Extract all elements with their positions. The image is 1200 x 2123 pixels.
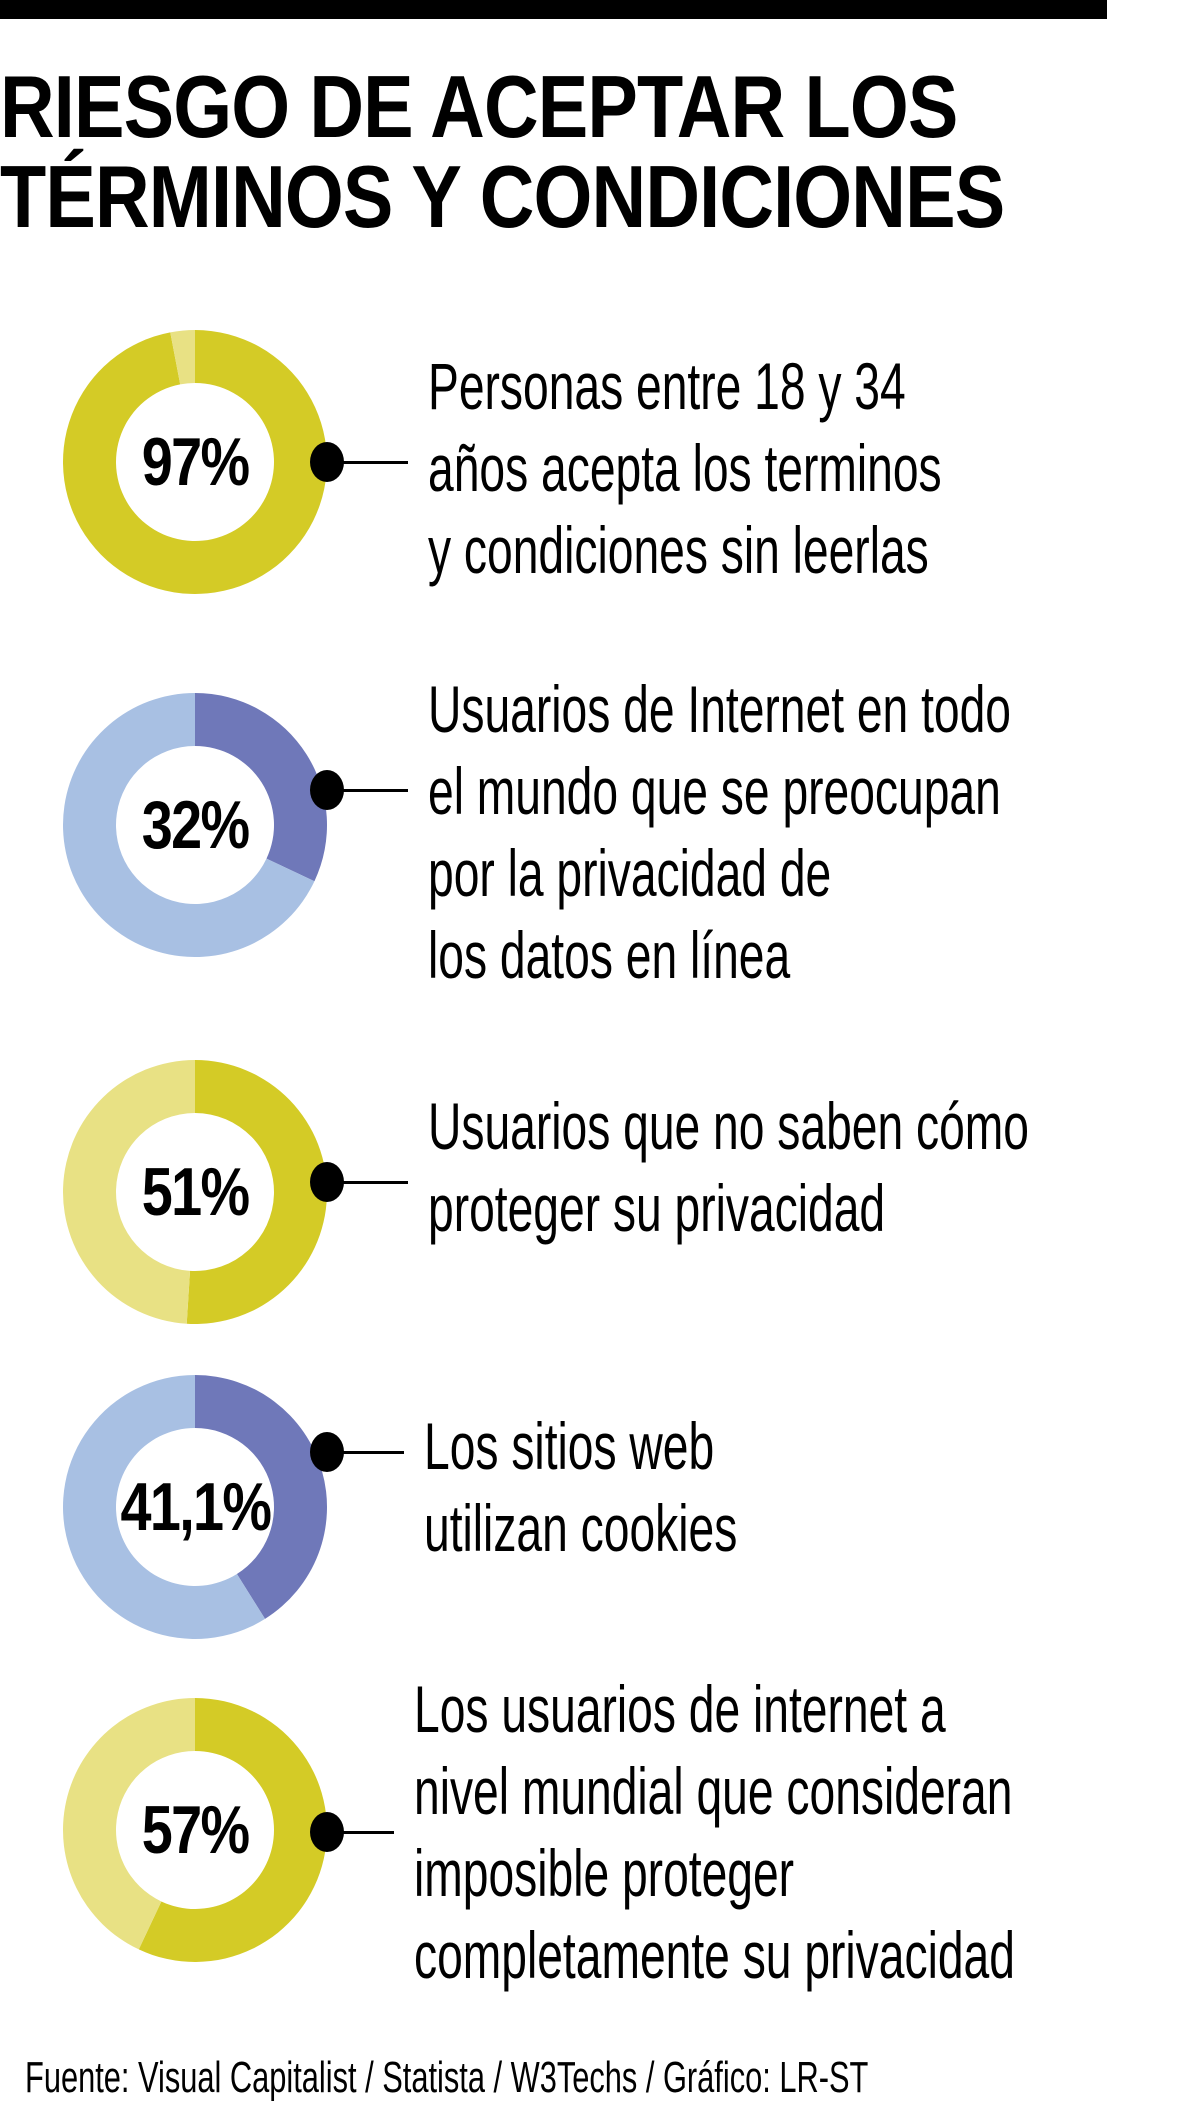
stat-description: Usuarios de Internet en todo el mundo que… (428, 668, 1011, 996)
description-line: completamente su privacidad (414, 1918, 1015, 1992)
description-line: y condiciones sin leerlas (428, 513, 929, 587)
connector-line (330, 461, 408, 464)
description-line: el mundo que se preocupan (428, 754, 1001, 828)
connector-line (330, 1451, 404, 1454)
title-line-2: TÉRMINOS Y CONDICIONES (0, 147, 1005, 246)
stat-description: Usuarios que no saben cómo proteger su pr… (428, 1085, 1029, 1249)
percentage-label: 97% (63, 330, 327, 594)
donut-ring (63, 330, 327, 594)
description-line: los datos en línea (428, 918, 791, 992)
page-title: RIESGO DE ACEPTAR LOS TÉRMINOS Y CONDICI… (0, 57, 1005, 246)
description-line: Los sitios web (424, 1409, 715, 1483)
description-line: por la privacidad de (428, 836, 832, 910)
description-line: Los usuarios de internet a (414, 1672, 946, 1746)
description-line: imposible proteger (414, 1836, 795, 1910)
title-line-1: RIESGO DE ACEPTAR LOS (0, 57, 958, 156)
donut-ring (63, 693, 327, 957)
donut-value-arc (195, 693, 327, 882)
donut-value-arc (138, 1698, 327, 1962)
stat-description: Personas entre 18 y 34 años acepta los te… (428, 345, 942, 591)
top-rule (0, 0, 1107, 19)
donut-value-arc (195, 1375, 327, 1619)
donut-ring (63, 1698, 327, 1962)
description-line: años acepta los terminos (428, 431, 942, 505)
stat-description: Los usuarios de internet a nivel mundial … (414, 1668, 1015, 1996)
donut-chart: 57% (63, 1698, 327, 1962)
description-line: proteger su privacidad (428, 1171, 886, 1245)
stat-description: Los sitios web utilizan cookies (424, 1405, 737, 1569)
donut-ring (63, 1060, 327, 1324)
donut-remainder-arc (170, 330, 195, 385)
percentage-label: 32% (63, 693, 327, 957)
percentage-label: 41,1% (63, 1375, 327, 1639)
donut-chart: 32% (63, 693, 327, 957)
description-line: Usuarios que no saben cómo (428, 1089, 1029, 1163)
donut-value-arc (63, 330, 327, 594)
percentage-value: 41,1% (120, 1469, 272, 1545)
donut-ring (63, 1375, 327, 1639)
donut-value-arc (186, 1060, 327, 1324)
description-line: nivel mundial que consideran (414, 1754, 1013, 1828)
connector-line (330, 789, 408, 792)
connector-line (330, 1831, 394, 1834)
percentage-value: 57% (141, 1792, 250, 1868)
donut-remainder-arc (63, 1060, 195, 1324)
connector-line (330, 1181, 408, 1184)
donut-remainder-arc (63, 1698, 195, 1950)
donut-chart: 51% (63, 1060, 327, 1324)
donut-chart: 97% (63, 330, 327, 594)
percentage-value: 32% (141, 787, 250, 863)
percentage-label: 51% (63, 1060, 327, 1324)
donut-remainder-arc (63, 693, 315, 957)
source-footer: Fuente: Visual Capitalist / Statista / W… (25, 2053, 869, 2102)
description-line: Personas entre 18 y 34 (428, 349, 906, 423)
description-line: Usuarios de Internet en todo (428, 672, 1012, 746)
percentage-label: 57% (63, 1698, 327, 1962)
donut-chart: 41,1% (63, 1375, 327, 1639)
percentage-value: 97% (141, 424, 250, 500)
description-line: utilizan cookies (424, 1491, 738, 1565)
donut-remainder-arc (63, 1375, 266, 1639)
percentage-value: 51% (141, 1154, 250, 1230)
